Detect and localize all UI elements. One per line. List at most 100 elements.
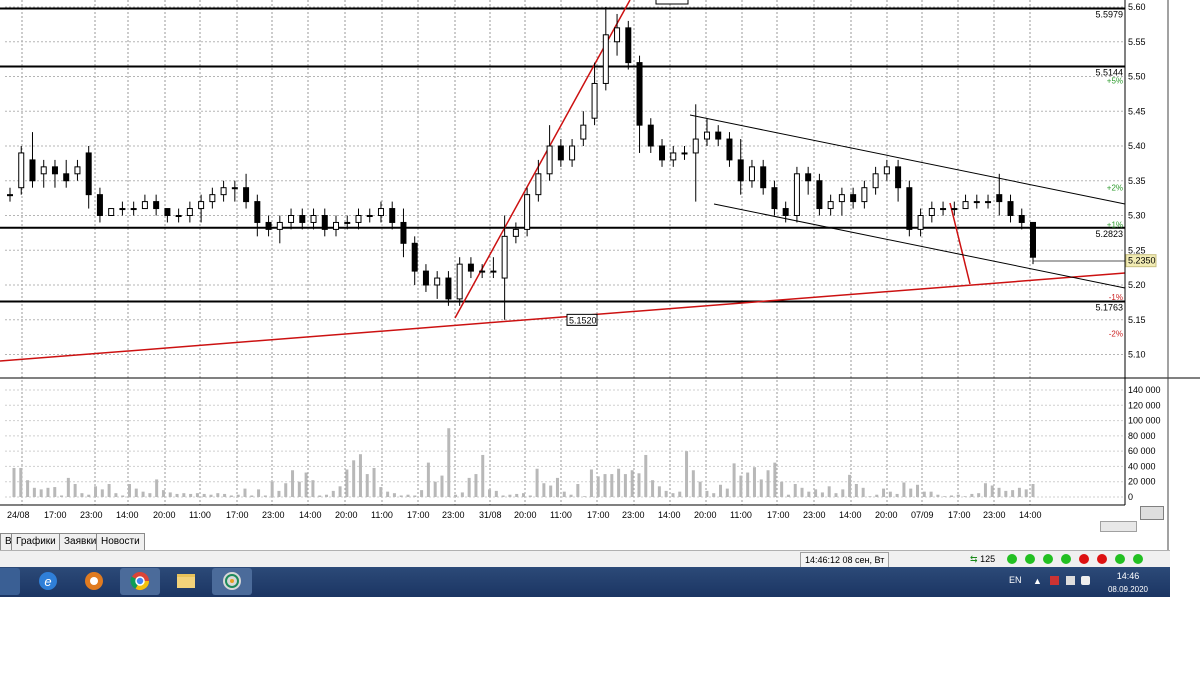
candle-body [636,62,643,126]
level-label: 5.5979 [1095,9,1123,19]
volume-bar [26,480,30,497]
status-indicator-dot [1025,554,1035,564]
volume-bar [739,475,743,497]
volume-bar [542,483,546,497]
candle-body [917,215,924,230]
candle-body [411,242,418,272]
volume-bar [426,462,430,497]
volume-bar [882,488,886,497]
ie-icon[interactable]: e [28,568,68,595]
volume-bar [311,480,315,497]
candle-body [310,215,317,223]
status-indicator-dot [1115,554,1125,564]
chrome-icon[interactable] [120,568,160,595]
candle-body [737,159,744,182]
start-button[interactable] [0,568,20,595]
volume-bar [440,475,444,497]
volume-bar [365,474,369,497]
tab-charts[interactable]: Графики [11,533,61,550]
volume-bar [80,493,84,497]
tab-news[interactable]: Новости [96,533,145,550]
volume-bar [433,481,437,497]
candle-body [793,173,800,217]
volume-bar [32,487,36,497]
candle-body [400,221,407,244]
tray-clock-date[interactable]: 08.09.2020 [1107,585,1149,594]
antivirus-icon[interactable] [74,568,114,595]
time-tick-label: 23:00 [803,510,826,520]
volume-tick-label: 140 000 [1128,385,1161,395]
candle-body [760,166,767,189]
candle-body [625,27,632,64]
tab-orders[interactable]: Заявки [59,533,102,550]
candle-body [580,124,587,140]
volume-bar [297,481,301,497]
volume-bar [861,487,865,497]
candle-body [895,166,902,189]
candle-body [108,208,115,217]
volume-bar [501,495,505,497]
volume-bar [270,481,274,497]
candle-body [63,173,70,182]
candle-body [726,138,733,161]
candle-body [546,145,553,175]
candle-body [422,270,429,286]
volume-bar [148,493,152,497]
time-tick-label: 17:00 [44,510,67,520]
candle-body [141,201,148,210]
volume-bar [107,484,111,497]
volume-bar [189,493,193,497]
candle-body [883,166,890,175]
tray-app-icon[interactable] [1050,576,1059,585]
status-indicator-dot [1061,554,1071,564]
candle-body [51,166,58,175]
volume-bar [637,473,641,497]
candle-body [748,166,755,182]
tray-clock-time[interactable]: 14:46 [1116,571,1140,581]
volume-bar [379,487,383,497]
tray-arrow-icon[interactable]: ▲ [1033,576,1042,586]
chart-scrollbar[interactable] [1100,521,1137,532]
terminal-icon[interactable] [212,568,252,595]
volume-bar [413,495,417,497]
candle-body [456,263,463,300]
volume-bar [161,490,165,497]
volume-bar [1011,490,1015,497]
volume-bar [902,482,906,497]
language-indicator[interactable]: EN [1009,575,1022,585]
volume-bar [420,490,424,497]
price-chart[interactable]: 5.60 5.55 5.50 5.45 5.40 5.35 5.30 5.25 5.20 5.15… [0,0,1200,567]
candle-body [838,194,845,203]
volume-bar [216,493,220,497]
candle-body [74,166,81,175]
time-tick-label: 14:00 [1019,510,1042,520]
price-tick-label: 5.25 [1128,245,1146,255]
volume-bar [60,495,64,497]
time-tick-label: 17:00 [587,510,610,520]
percent-label: -1% [1109,293,1123,302]
high-callout-box [655,0,689,5]
time-tick-label: 14:00 [299,510,322,520]
volume-bar [243,488,247,497]
candle-body [29,159,36,182]
candle-body [850,194,857,203]
tray-network-icon[interactable] [1066,576,1075,585]
volume-bar [814,489,818,497]
scroll-right-button[interactable] [1140,506,1164,520]
explorer-icon[interactable] [166,568,206,595]
volume-bar [318,495,322,497]
volume-bar [610,474,614,497]
candle-body [996,194,1003,203]
volume-bar [916,484,920,497]
candle-body [153,201,160,210]
volume-bar [725,488,729,497]
price-tick-label: 5.10 [1128,350,1146,360]
volume-bar [1024,489,1028,497]
volume-bar [488,489,492,497]
level-label: 5.5144 [1095,67,1123,77]
tray-volume-icon[interactable] [1081,576,1090,585]
candle-body [816,180,823,210]
volume-bar [576,484,580,497]
candle-body [1007,201,1014,217]
current-price-label: 5.2350 [1128,256,1156,266]
